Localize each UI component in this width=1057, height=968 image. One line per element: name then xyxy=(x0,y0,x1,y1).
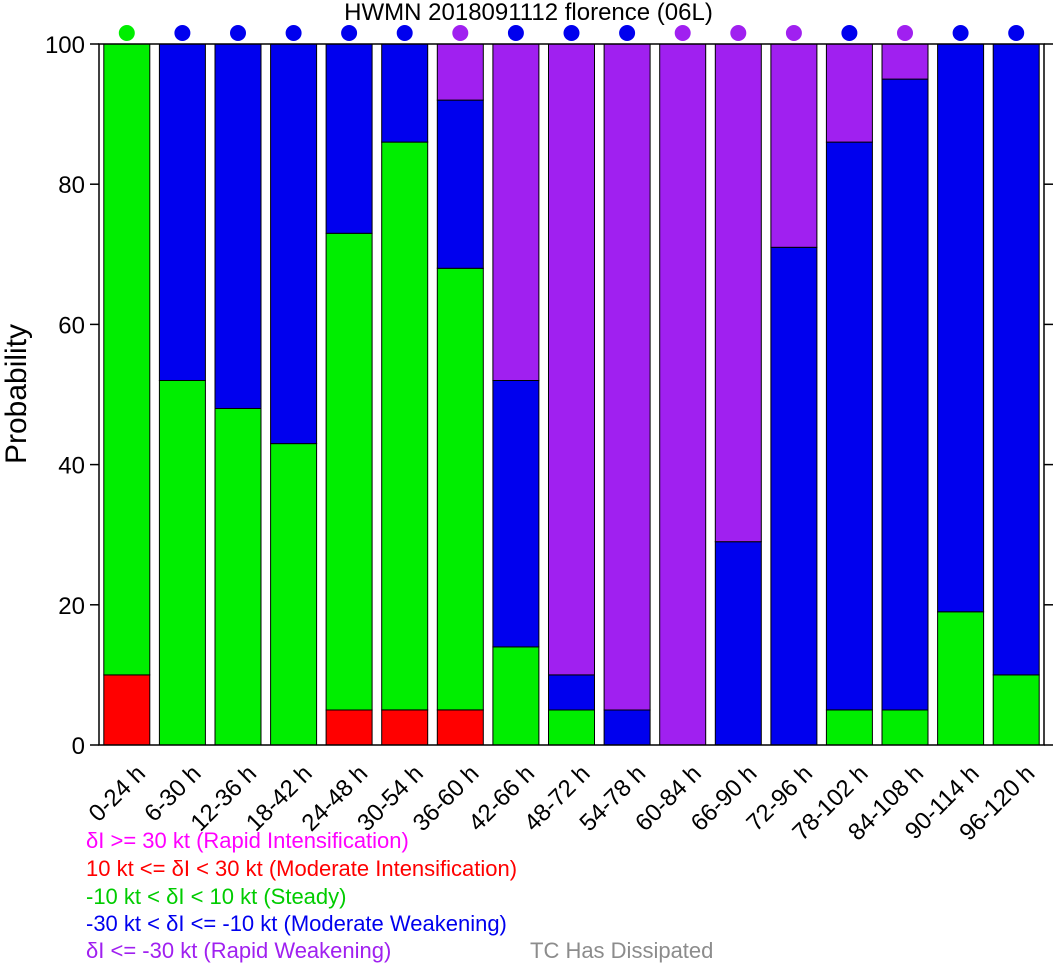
bar-segment-30-54h-s2 xyxy=(381,141,429,711)
bar-segment-48-72h-s2 xyxy=(548,709,595,746)
bar-segment-66-90h-s4 xyxy=(714,43,762,543)
bar-segment-72-96h-s3 xyxy=(770,246,818,746)
bar-segment-66-90h-s3 xyxy=(714,541,762,746)
top-marker-36-60h xyxy=(452,25,469,41)
bar-segment-54-78h-s4 xyxy=(603,43,651,711)
bar-segment-84-108h-s3 xyxy=(881,78,929,711)
y-tick-label: 80 xyxy=(58,172,85,199)
top-marker-66-90h xyxy=(730,25,747,41)
top-marker-0-24h xyxy=(118,25,135,41)
bar-segment-96-120h-s2 xyxy=(992,674,1040,746)
x-tick-label: 0-24 h xyxy=(84,760,151,827)
bar-segment-78-102h-s3 xyxy=(825,141,873,711)
chart-title: HWMN 2018091112 florence (06L) xyxy=(344,0,713,26)
bar-segment-42-66h-s3 xyxy=(492,380,540,648)
bar-segment-30-54h-s1 xyxy=(381,709,429,746)
bar-segment-36-60h-s2 xyxy=(436,267,484,711)
top-marker-78-102h xyxy=(841,25,858,41)
legend-entry-rapid-intensification: δI >= 30 kt (Rapid Intensification) xyxy=(86,828,409,853)
bar-segment-18-42h-s2 xyxy=(270,443,318,746)
bar-segment-84-108h-s2 xyxy=(881,709,929,746)
top-marker-84-108h xyxy=(897,25,913,41)
bar-segment-90-114h-s2 xyxy=(937,611,985,746)
legend-entry-moderate-intensification: 10 kt <= δI < 30 kt (Moderate Intensific… xyxy=(86,856,518,881)
top-marker-72-96h xyxy=(785,25,802,41)
bar-segment-24-48h-s2 xyxy=(325,232,373,711)
top-marker-54-78h xyxy=(619,25,636,41)
bar-segment-6-30h-s2 xyxy=(158,380,206,746)
bar-segment-36-60h-s3 xyxy=(436,99,484,269)
legend-entry-moderate-weakening: -30 kt < δI <= -10 kt (Moderate Weakenin… xyxy=(86,911,507,936)
bar-segment-18-42h-s3 xyxy=(270,43,318,445)
bar-segment-78-102h-s4 xyxy=(825,43,873,143)
bar-segment-24-48h-s3 xyxy=(325,43,373,234)
top-marker-48-72h xyxy=(563,25,580,41)
bar-segment-12-36h-s3 xyxy=(214,43,262,409)
bar-segment-90-114h-s3 xyxy=(937,43,985,613)
bar-segment-54-78h-s3 xyxy=(603,709,651,746)
bars-layer xyxy=(103,43,1040,746)
y-tick-label: 40 xyxy=(58,453,85,480)
y-tick-label: 20 xyxy=(58,593,85,620)
bar-segment-36-60h-s1 xyxy=(436,709,484,746)
bar-segment-30-54h-s3 xyxy=(381,43,429,143)
top-marker-30-54h xyxy=(396,25,413,41)
y-tick-label: 100 xyxy=(45,32,85,59)
top-markers-layer xyxy=(118,25,1025,41)
legend-entry-rapid-weakening: δI <= -30 kt (Rapid Weakening) xyxy=(86,938,392,963)
bar-segment-0-24h-s1 xyxy=(103,674,151,746)
bar-segment-48-72h-s3 xyxy=(548,674,595,711)
legend-entry-tc-dissipated: TC Has Dissipated xyxy=(530,938,714,963)
top-marker-96-120h xyxy=(1008,25,1025,41)
bar-segment-48-72h-s4 xyxy=(548,43,595,676)
bar-segment-42-66h-s4 xyxy=(492,43,540,381)
top-marker-42-66h xyxy=(507,25,524,41)
bar-segment-84-108h-s4 xyxy=(881,43,929,80)
top-marker-18-42h xyxy=(285,25,302,41)
top-marker-6-30h xyxy=(174,25,191,41)
bar-segment-42-66h-s2 xyxy=(492,646,540,746)
top-marker-12-36h xyxy=(230,25,246,41)
bar-segment-96-120h-s3 xyxy=(992,43,1040,676)
y-tick-label: 0 xyxy=(72,733,85,760)
bar-segment-72-96h-s4 xyxy=(770,43,818,248)
y-tick-label: 60 xyxy=(58,312,85,339)
legend-entry-steady: -10 kt < δI < 10 kt (Steady) xyxy=(86,884,347,909)
bar-segment-78-102h-s2 xyxy=(825,709,873,746)
bar-segment-36-60h-s4 xyxy=(436,43,484,101)
bar-segment-6-30h-s3 xyxy=(158,43,206,381)
bar-segment-12-36h-s2 xyxy=(214,408,262,746)
top-marker-60-84h xyxy=(674,25,691,41)
y-axis-label: Probability xyxy=(0,324,33,464)
bar-segment-24-48h-s1 xyxy=(325,709,373,746)
top-marker-24-48h xyxy=(341,25,358,41)
bar-segment-0-24h-s2 xyxy=(103,43,151,676)
top-marker-90-114h xyxy=(952,25,969,41)
plot-frame xyxy=(98,43,1045,746)
bar-segment-60-84h-s4 xyxy=(659,43,707,746)
